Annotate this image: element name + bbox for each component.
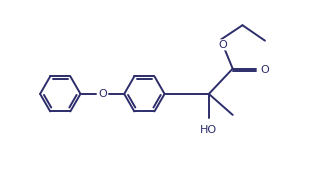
Text: O: O (219, 40, 227, 50)
Text: O: O (98, 89, 107, 99)
Text: O: O (261, 65, 269, 75)
Text: HO: HO (200, 125, 217, 135)
